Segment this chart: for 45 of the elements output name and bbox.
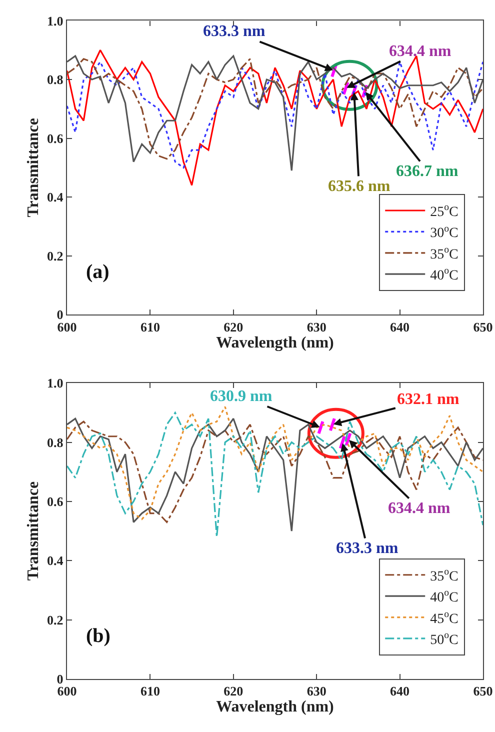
legend-label: 25$^{o}$C <box>430 202 458 220</box>
annotation: 632.1 nm <box>397 391 460 408</box>
annotation: 633.3 nm <box>336 540 399 557</box>
y-tick-label: 0.4 <box>47 190 64 205</box>
legend-label: 30$^{o}$C <box>430 223 458 242</box>
legend-label: 35$^{o}$C <box>430 244 458 262</box>
x-tick-label: 620 <box>224 319 244 334</box>
annotation: 633.3 nm <box>203 23 266 40</box>
y-tick-label: 0.4 <box>47 553 64 568</box>
y-tick-label: 1.0 <box>47 376 64 391</box>
y-tick-label: 0.2 <box>47 248 64 264</box>
annotation: 630.9 nm <box>210 388 273 405</box>
annotation: 636.7 nm <box>396 163 459 180</box>
x-tick-label: 610 <box>140 319 160 334</box>
y-tick-label: 0.8 <box>47 434 64 450</box>
y-tick-label: 0.2 <box>47 612 64 628</box>
x-tick-label: 610 <box>140 684 160 699</box>
y-axis-title: Transmittance <box>24 118 42 218</box>
x-tick-label: 650 <box>473 319 493 334</box>
y-tick-label: 1.0 <box>47 13 64 28</box>
legend-label: 45$^{o}$C <box>430 608 458 627</box>
x-tick-label: 620 <box>224 684 244 699</box>
x-tick-label: 640 <box>390 684 410 699</box>
x-tick-label: 640 <box>390 319 410 334</box>
annotation: 634.4 nm <box>389 43 452 60</box>
y-tick-label: 0.6 <box>47 494 64 509</box>
y-tick-label: 0 <box>56 671 64 686</box>
legend-label: 35$^{o}$C <box>430 566 458 584</box>
x-tick-label: 630 <box>306 684 326 699</box>
x-tick-label: 630 <box>306 319 326 334</box>
x-axis-title: Wavelength (nm) <box>216 698 334 716</box>
y-axis-title: Transmittance <box>24 481 42 581</box>
legend-label: 50$^{o}$C <box>430 630 458 648</box>
annotation: (b) <box>86 625 110 647</box>
annotation: 635.6 nm <box>328 178 391 195</box>
annotation: (a) <box>86 261 110 283</box>
x-axis-title: Wavelength (nm) <box>216 334 334 352</box>
x-tick-label: 600 <box>57 684 77 699</box>
y-tick-label: 0.8 <box>47 72 64 88</box>
annotation: 634.4 nm <box>388 500 451 517</box>
x-tick-label: 650 <box>473 684 493 699</box>
line-series <box>67 406 483 520</box>
legend-label: 40$^{o}$C <box>430 588 458 606</box>
legend-label: 40$^{o}$C <box>430 266 458 284</box>
y-tick-label: 0.6 <box>47 130 64 146</box>
